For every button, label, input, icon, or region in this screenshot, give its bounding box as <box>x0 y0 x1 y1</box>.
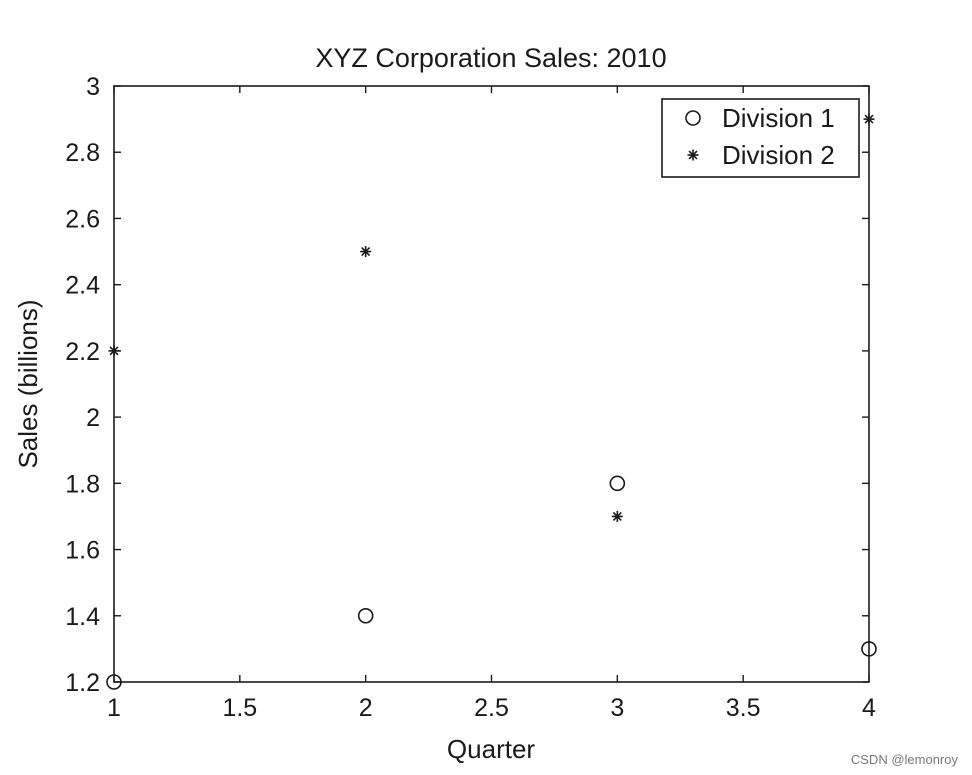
legend-label-series-1: Division 1 <box>722 103 835 133</box>
x-tick-label: 3.5 <box>726 694 761 722</box>
y-tick-label: 1.6 <box>65 537 100 565</box>
legend-marker-series-2 <box>687 149 699 161</box>
y-tick-label: 1.2 <box>65 669 100 697</box>
x-tick-label: 3 <box>610 694 624 722</box>
legend-marker-series-1 <box>685 110 701 126</box>
x-tick-label: 1.5 <box>222 694 257 722</box>
y-tick-label: 2 <box>86 404 100 432</box>
series-2-point <box>863 113 875 125</box>
x-tick-label: 2.5 <box>474 694 509 722</box>
series-2-point <box>108 345 120 357</box>
asterisk-stroke <box>361 247 371 257</box>
asterisk-stroke <box>864 114 874 124</box>
series-1-point <box>609 475 626 492</box>
x-axis-label: Quarter <box>447 734 535 764</box>
legend-label-series-2: Division 2 <box>722 140 835 170</box>
watermark-text: CSDN @lemonroy <box>850 752 958 767</box>
x-tick-label: 1 <box>107 694 121 722</box>
series-2-point <box>611 510 623 522</box>
y-tick-label: 2.8 <box>65 139 100 167</box>
chart-title: XYZ Corporation Sales: 2010 <box>315 43 666 73</box>
asterisk-stroke <box>688 150 698 160</box>
asterisk-stroke <box>612 511 622 521</box>
series-2-point <box>360 246 372 258</box>
legend: Division 1 Division 2 <box>661 98 860 178</box>
y-tick-label: 2.2 <box>65 338 100 366</box>
y-tick-label: 1.8 <box>65 470 100 498</box>
series-1-point <box>357 607 374 624</box>
series-1-point <box>861 641 877 657</box>
axis-ticks: 1 1.5 2 2.5 3 3.5 4 1.2 1.4 1.6 1.8 2 2.2 2.4 2.6 2.8 3 <box>65 73 876 722</box>
series-1-point <box>106 674 122 690</box>
asterisk-stroke <box>109 346 119 356</box>
y-tick-label: 2.6 <box>65 205 100 233</box>
x-tick-label: 4 <box>862 694 876 722</box>
y-tick-label: 3 <box>86 73 100 101</box>
y-axis-label: Sales (billions) <box>13 299 43 468</box>
y-tick-label: 2.4 <box>65 272 100 300</box>
y-tick-label: 1.4 <box>65 603 100 631</box>
x-tick-label: 2 <box>359 694 373 722</box>
data-markers <box>106 113 877 690</box>
